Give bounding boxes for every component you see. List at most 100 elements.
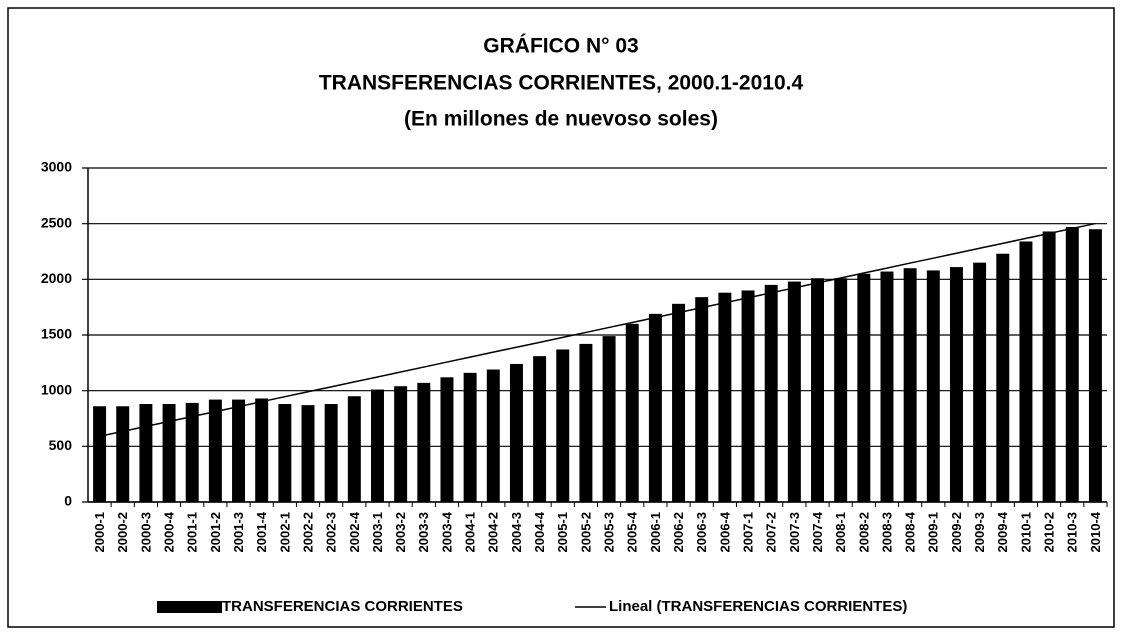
x-tick-label: 2004-4 <box>532 511 547 552</box>
x-tick-label: 2005-1 <box>555 512 570 552</box>
bar <box>509 363 523 502</box>
x-tick-label: 2009-1 <box>926 512 941 552</box>
x-tick-label: 2006-1 <box>648 512 663 552</box>
bar <box>556 349 570 502</box>
bar <box>579 343 593 502</box>
x-tick-label: 2008-2 <box>856 512 871 552</box>
x-tick-label: 2002-3 <box>324 512 339 552</box>
bar <box>741 290 755 502</box>
x-tick-label: 2010-2 <box>1042 512 1057 552</box>
bar <box>718 292 732 502</box>
y-tick-label: 2000 <box>41 270 72 286</box>
x-tick-label: 2008-1 <box>833 512 848 552</box>
bar <box>486 369 500 502</box>
bar <box>625 323 639 502</box>
bar <box>996 253 1010 502</box>
x-tick-label: 2002-1 <box>277 512 292 552</box>
bar <box>371 389 384 502</box>
bar <box>116 406 130 502</box>
x-tick-label: 2000-4 <box>161 511 176 552</box>
x-tick-label: 2003-2 <box>393 512 408 552</box>
bar <box>903 268 917 502</box>
x-tick-label: 2001-2 <box>208 512 223 552</box>
x-tick-label: 2008-3 <box>879 512 894 552</box>
x-tick-label: 2006-3 <box>694 512 709 552</box>
x-tick-label: 2003-4 <box>439 511 454 552</box>
trend-line <box>99 222 1096 438</box>
x-tick-label: 2004-3 <box>509 512 524 552</box>
bar <box>857 273 871 502</box>
bar <box>440 377 454 502</box>
x-tick-label: 2010-1 <box>1018 512 1033 552</box>
bar <box>764 284 778 502</box>
x-tick-label: 2010-3 <box>1065 512 1080 552</box>
x-tick-label: 2007-3 <box>787 512 802 552</box>
x-tick-label: 2007-4 <box>810 511 825 552</box>
chart-frame <box>7 7 1115 628</box>
x-tick-label: 2005-4 <box>625 511 640 552</box>
x-tick-label: 2001-3 <box>231 512 246 552</box>
bar <box>278 404 292 502</box>
x-tick-label: 2007-2 <box>764 512 779 552</box>
x-tick-label: 2005-2 <box>578 512 593 552</box>
x-tick-label: 2006-4 <box>717 511 732 552</box>
bar <box>695 297 709 502</box>
x-tick-label: 2000-3 <box>138 512 153 552</box>
x-tick-label: 2002-2 <box>300 512 315 552</box>
x-tick-label: 2003-3 <box>416 512 431 552</box>
bar <box>1088 229 1102 502</box>
bar <box>926 270 940 502</box>
legend-swatch <box>157 601 222 613</box>
bar <box>533 356 547 502</box>
x-tick-label: 2008-4 <box>903 511 918 552</box>
y-tick-label: 500 <box>49 437 73 453</box>
bar <box>648 313 662 502</box>
bar <box>139 404 153 502</box>
y-tick-label: 0 <box>64 493 72 509</box>
x-tick-label: 2005-3 <box>602 512 617 552</box>
bar <box>394 386 408 502</box>
bar <box>208 399 222 502</box>
bar <box>1065 227 1079 503</box>
bar <box>787 281 801 502</box>
x-tick-label: 2004-1 <box>463 512 478 552</box>
x-tick-label: 2007-1 <box>740 512 755 552</box>
y-tick-label: 1000 <box>41 381 72 397</box>
x-tick-label: 2009-3 <box>972 512 987 552</box>
bar <box>93 406 107 502</box>
bar <box>185 402 199 502</box>
y-tick-label: 2500 <box>41 214 72 230</box>
x-tick-label: 2010-4 <box>1088 511 1103 552</box>
legend-label: TRANSFERENCIAS CORRIENTES <box>222 598 463 615</box>
x-tick-label: 2000-2 <box>115 512 130 552</box>
y-tick-label: 3000 <box>41 159 72 175</box>
bar <box>1042 231 1056 502</box>
x-tick-label: 2002-4 <box>347 511 362 552</box>
chart-subtitle: TRANSFERENCIAS CORRIENTES, 2000.1-2010.4 <box>319 72 804 95</box>
bar <box>880 271 894 502</box>
bar <box>1019 241 1033 503</box>
bar <box>162 404 176 502</box>
bar <box>347 396 361 502</box>
bar <box>324 404 338 502</box>
x-tick-label: 2004-2 <box>486 512 501 552</box>
x-tick-label: 2009-4 <box>995 511 1010 552</box>
bar <box>949 267 963 502</box>
y-tick-label: 1500 <box>41 326 72 342</box>
bar <box>602 336 616 502</box>
bar <box>834 278 848 502</box>
x-tick-label: 2000-1 <box>92 512 107 552</box>
x-tick-label: 2001-4 <box>254 511 269 552</box>
legend-label: Lineal (TRANSFERENCIAS CORRIENTES) <box>609 598 907 615</box>
bar <box>973 262 987 502</box>
x-tick-label: 2001-1 <box>185 512 200 552</box>
bar <box>463 372 477 502</box>
bar <box>672 303 686 502</box>
x-tick-label: 2003-1 <box>370 512 385 552</box>
chart-title: GRÁFICO N° 03 <box>483 35 638 58</box>
x-tick-label: 2006-2 <box>671 512 686 552</box>
bar <box>417 382 431 502</box>
bar <box>232 399 246 502</box>
bar <box>255 398 269 502</box>
